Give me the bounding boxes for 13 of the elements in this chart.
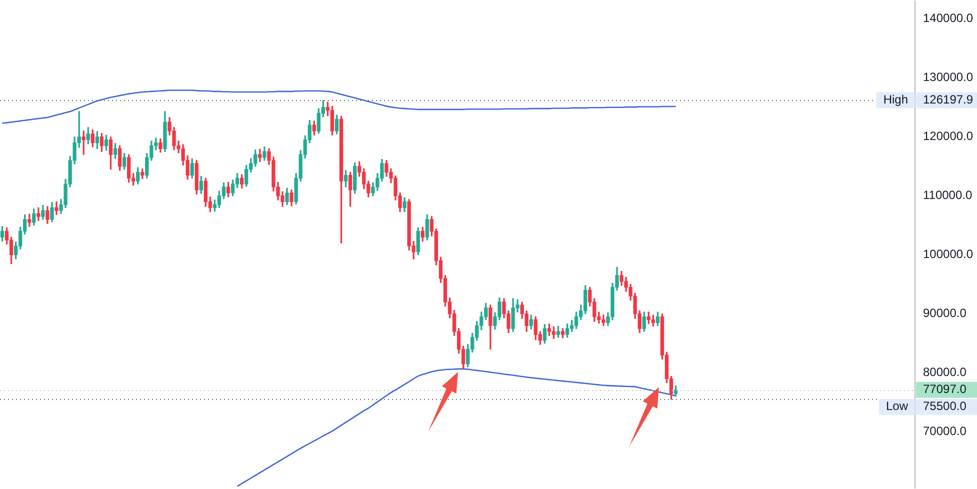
y-tick-label: 130000.0: [923, 70, 974, 84]
y-tick-label: 80000.0: [923, 365, 967, 380]
line-series: [2, 90, 676, 124]
y-tick-label: 140000.0: [923, 11, 974, 26]
y-tick-label: 110000.0: [923, 188, 972, 202]
text: High 126197.9: [883, 92, 974, 107]
y-tick-label: 70000.0: [923, 424, 967, 438]
ref-line-label: 77097.0: [923, 382, 967, 396]
y-tick-label: 90000.0: [923, 306, 967, 320]
y-tick-label: 120000.0: [923, 129, 974, 144]
text: Low 75500.0: [886, 399, 966, 414]
y-tick-label: 100000.0: [923, 247, 974, 262]
line-series: [236, 368, 676, 487]
